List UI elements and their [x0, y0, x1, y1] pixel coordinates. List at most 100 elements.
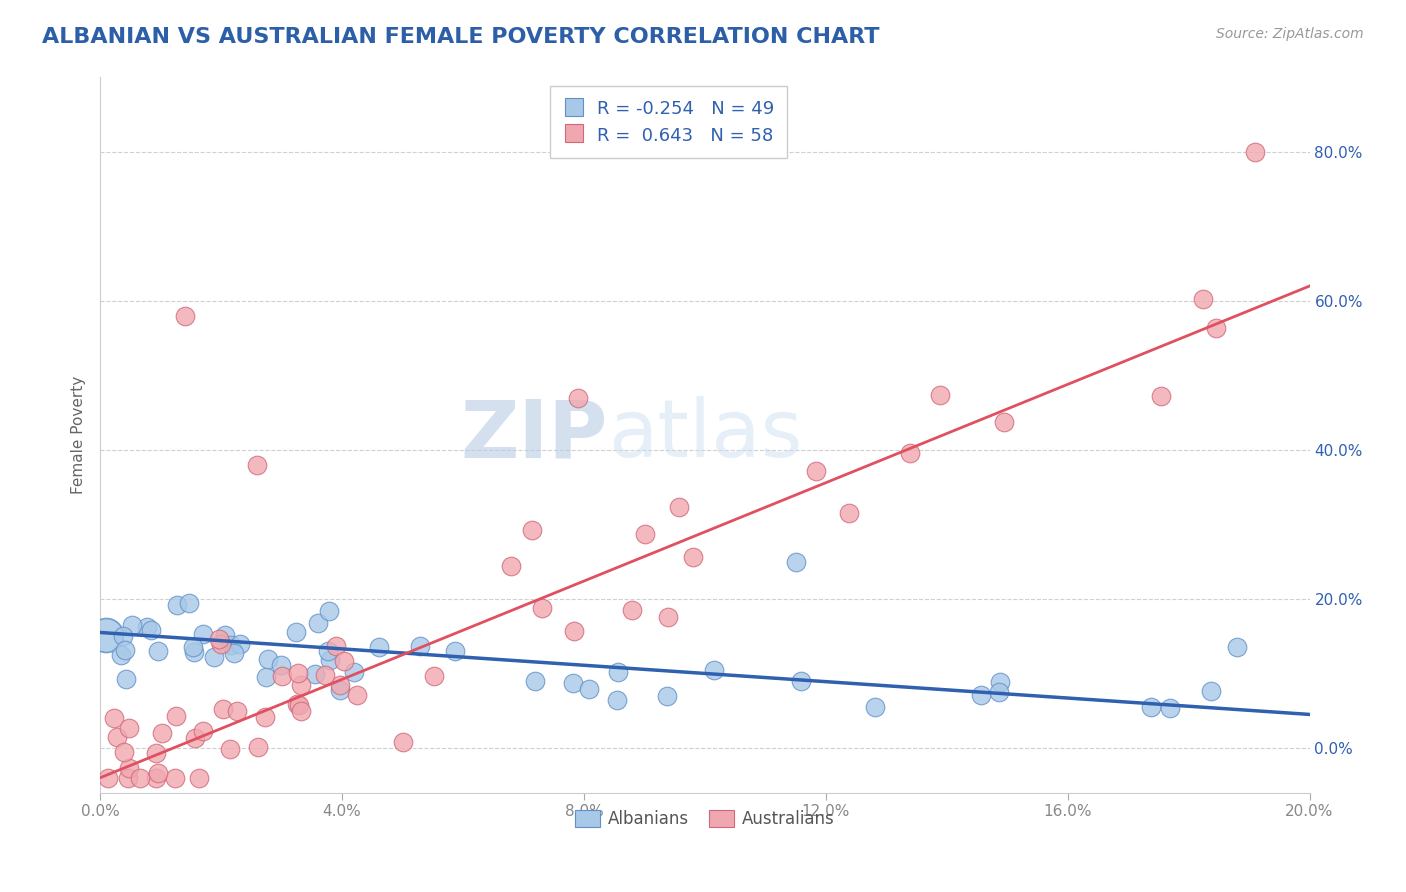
- Point: [838, 507, 860, 521]
- Point: [256, 652, 278, 666]
- Point: [191, 626, 214, 640]
- Y-axis label: Female Poverty: Female Poverty: [72, 376, 86, 494]
- Point: [118, 721, 141, 735]
- Point: [141, 623, 163, 637]
- Point: [409, 639, 432, 653]
- Point: [988, 674, 1011, 689]
- Point: [863, 699, 886, 714]
- Point: [165, 708, 187, 723]
- Point: [621, 603, 644, 617]
- Point: [993, 415, 1015, 429]
- Point: [129, 771, 152, 785]
- Point: [209, 637, 232, 651]
- Point: [523, 673, 546, 688]
- Point: [789, 673, 811, 688]
- Point: [211, 702, 233, 716]
- Point: [1205, 321, 1227, 335]
- Point: [501, 559, 523, 574]
- Point: [333, 654, 356, 668]
- Point: [318, 653, 340, 667]
- Point: [391, 735, 413, 749]
- Point: [221, 638, 243, 652]
- Point: [1149, 389, 1171, 403]
- Point: [1140, 700, 1163, 714]
- Point: [97, 771, 120, 785]
- Point: [682, 549, 704, 564]
- Point: [307, 615, 329, 630]
- Point: [202, 649, 225, 664]
- Point: [117, 761, 139, 775]
- Point: [183, 645, 205, 659]
- Text: atlas: atlas: [607, 396, 803, 474]
- Point: [785, 555, 807, 569]
- Point: [148, 644, 170, 658]
- Point: [325, 639, 347, 653]
- Point: [256, 670, 278, 684]
- Point: [150, 726, 173, 740]
- Point: [1226, 640, 1249, 655]
- Point: [634, 526, 657, 541]
- Point: [567, 391, 589, 405]
- Point: [114, 643, 136, 657]
- Point: [270, 658, 292, 673]
- Point: [929, 388, 952, 402]
- Point: [562, 624, 585, 638]
- Point: [148, 766, 170, 780]
- Point: [121, 618, 143, 632]
- Point: [1192, 293, 1215, 307]
- Point: [316, 644, 339, 658]
- Point: [247, 739, 270, 754]
- Point: [145, 746, 167, 760]
- Point: [117, 771, 139, 785]
- Point: [225, 705, 247, 719]
- Point: [136, 620, 159, 634]
- Point: [987, 685, 1010, 699]
- Point: [253, 709, 276, 723]
- Point: [578, 681, 600, 696]
- Point: [145, 771, 167, 785]
- Point: [314, 668, 336, 682]
- Point: [184, 731, 207, 746]
- Point: [343, 665, 366, 679]
- Point: [166, 598, 188, 612]
- Point: [96, 628, 118, 642]
- Point: [103, 711, 125, 725]
- Point: [287, 666, 309, 681]
- Point: [287, 698, 309, 712]
- Point: [1159, 700, 1181, 714]
- Point: [112, 629, 135, 643]
- Point: [114, 745, 136, 759]
- Point: [173, 309, 195, 323]
- Point: [655, 690, 678, 704]
- Point: [246, 458, 269, 472]
- Point: [804, 464, 827, 478]
- Point: [304, 666, 326, 681]
- Point: [346, 688, 368, 702]
- Point: [898, 446, 921, 460]
- Text: Source: ZipAtlas.com: Source: ZipAtlas.com: [1216, 27, 1364, 41]
- Text: ALBANIAN VS AUSTRALIAN FEMALE POVERTY CORRELATION CHART: ALBANIAN VS AUSTRALIAN FEMALE POVERTY CO…: [42, 27, 880, 46]
- Point: [422, 668, 444, 682]
- Point: [970, 689, 993, 703]
- Point: [607, 665, 630, 679]
- Point: [285, 624, 308, 639]
- Point: [285, 697, 308, 711]
- Point: [188, 771, 211, 785]
- Point: [290, 677, 312, 691]
- Point: [318, 604, 340, 618]
- Point: [606, 693, 628, 707]
- Point: [181, 640, 204, 654]
- Legend: Albanians, Australians: Albanians, Australians: [568, 803, 842, 834]
- Point: [329, 682, 352, 697]
- Point: [165, 771, 187, 785]
- Point: [218, 741, 240, 756]
- Text: ZIP: ZIP: [461, 396, 607, 474]
- Point: [703, 663, 725, 677]
- Point: [115, 672, 138, 686]
- Point: [522, 523, 544, 537]
- Point: [1199, 683, 1222, 698]
- Point: [207, 632, 229, 647]
- Point: [110, 648, 132, 662]
- Point: [271, 668, 294, 682]
- Point: [1244, 145, 1267, 159]
